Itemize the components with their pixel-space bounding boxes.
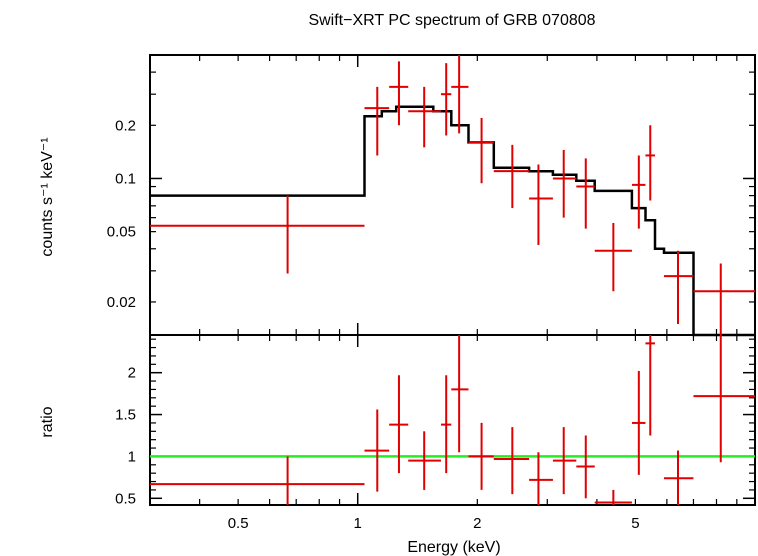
ratio-y-tick-label: 0.5 — [115, 490, 136, 507]
ratio-data-point — [150, 456, 365, 505]
x-tick-label: 1 — [354, 515, 362, 532]
spectrum-data-point — [631, 155, 646, 229]
spectrum-data-point — [663, 250, 694, 325]
chart-title: Swift−XRT PC spectrum of GRB 070808 — [308, 12, 595, 29]
ratio-data-point — [440, 375, 452, 474]
model-step-line — [150, 105, 755, 337]
ratio-data-point — [645, 335, 655, 436]
ratio-data-point — [529, 452, 553, 505]
spectrum-data-point — [451, 55, 469, 134]
ratio-plot-frame — [149, 334, 756, 506]
x-axis-label: Energy (keV) — [407, 539, 500, 556]
ratio-data-point — [663, 450, 694, 505]
spectrum-data-point — [576, 158, 595, 229]
x-tick-label: 0.5 — [228, 515, 249, 532]
spectrum-y-tick-label: 0.05 — [107, 224, 136, 241]
spectrum-y-axis-label: counts s⁻¹ keV⁻¹ — [39, 137, 56, 256]
ratio-y-tick-label: 1 — [128, 448, 136, 465]
ratio-y-tick-label: 2 — [128, 365, 136, 382]
x-tick-label: 2 — [473, 515, 481, 532]
ratio-data-point — [408, 431, 441, 490]
x-tick-label: 5 — [631, 515, 639, 532]
ratio-data-point — [451, 335, 469, 453]
spectrum-data-point — [693, 263, 755, 335]
ratio-data-point — [594, 489, 632, 505]
spectrum-data-point — [529, 164, 553, 246]
spectrum-data-point — [150, 195, 365, 274]
ratio-y-tick-label: 1.5 — [115, 407, 136, 424]
spectrum-data-point — [552, 149, 577, 218]
ratio-data-point — [364, 409, 390, 492]
ratio-data-point — [552, 427, 577, 495]
spectrum-y-tick-label: 0.1 — [115, 170, 136, 187]
spectrum-data-point — [594, 222, 632, 292]
ratio-data-point — [631, 371, 646, 475]
spectrum-data-point — [408, 86, 441, 148]
spectrum-data-point — [468, 117, 494, 184]
ratio-data-point — [576, 435, 595, 499]
spectrum-data-point — [645, 125, 655, 201]
ratio-data-point — [468, 422, 494, 490]
spectrum-y-tick-label: 0.02 — [107, 294, 136, 311]
ratio-data-point — [389, 375, 409, 474]
ratio-data-point — [493, 427, 530, 495]
ratio-data-point — [693, 335, 755, 463]
spectrum-data-point — [440, 63, 452, 136]
spectrum-data-point — [389, 61, 409, 126]
spectrum-data-point — [364, 86, 390, 156]
ratio-y-axis-label: ratio — [39, 406, 56, 437]
spectrum-y-tick-label: 0.2 — [115, 117, 136, 134]
spectrum-data-point — [493, 144, 530, 209]
